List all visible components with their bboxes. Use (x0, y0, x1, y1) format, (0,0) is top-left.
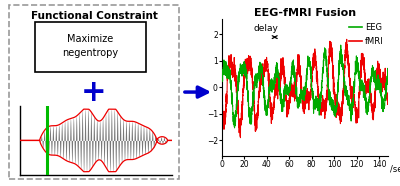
fMRI (228, 61, 233, 63)
fMRI (300, 102, 305, 105)
EEG (232, 127, 237, 129)
fMRI (296, 58, 301, 60)
fMRI (381, 80, 386, 82)
EEG (220, 74, 224, 76)
Text: Functional Constraint: Functional Constraint (30, 11, 158, 21)
EEG (381, 110, 386, 112)
fMRI (350, 87, 355, 89)
EEG (296, 100, 301, 102)
Line: EEG: EEG (222, 45, 388, 128)
Title: EEG-fMRI Fusion: EEG-fMRI Fusion (254, 8, 356, 18)
Text: delay: delay (253, 24, 278, 33)
EEG (350, 100, 355, 103)
Text: /sec: /sec (390, 164, 400, 174)
fMRI (386, 101, 390, 103)
fMRI (344, 38, 349, 40)
FancyBboxPatch shape (34, 22, 146, 72)
EEG (381, 105, 386, 108)
fMRI (381, 77, 386, 80)
fMRI (238, 137, 243, 139)
Legend: EEG, fMRI: EEG, fMRI (346, 20, 387, 49)
EEG (228, 79, 233, 81)
EEG (300, 98, 305, 100)
Line: fMRI: fMRI (222, 39, 388, 138)
EEG (386, 74, 390, 76)
Text: Maximize
negentropy: Maximize negentropy (62, 34, 118, 58)
fMRI (220, 104, 224, 106)
EEG (338, 44, 343, 46)
Text: +: + (81, 78, 107, 107)
